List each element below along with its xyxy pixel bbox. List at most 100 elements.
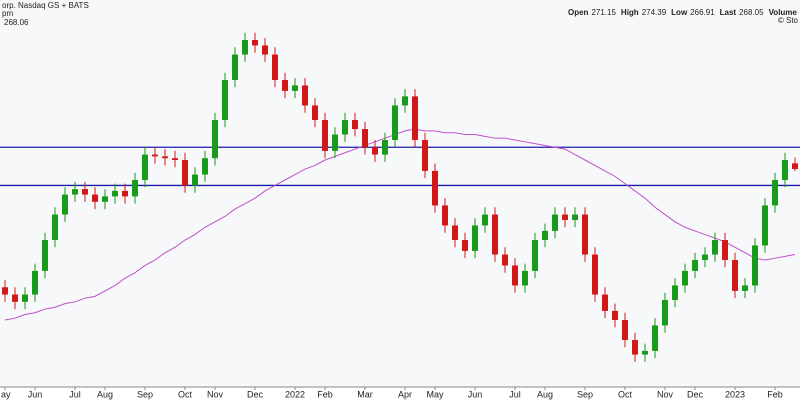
- candle-body: [332, 134, 338, 151]
- stat-label: Low: [671, 8, 688, 17]
- candle-body: [462, 240, 468, 251]
- x-tick-label: Oct: [178, 389, 193, 399]
- x-tick-label: Jul: [69, 389, 81, 399]
- candle-body: [442, 205, 448, 226]
- candle-body: [82, 189, 88, 195]
- credit: © Sto: [778, 16, 799, 25]
- candle-body: [242, 40, 248, 55]
- candle-body: [382, 140, 388, 155]
- candle-body: [372, 147, 378, 155]
- candle-body: [572, 214, 578, 220]
- candle-body: [102, 196, 108, 202]
- candle-body: [652, 325, 658, 351]
- moving-average: [4, 128, 796, 321]
- candle-body: [632, 340, 638, 355]
- candle-body: [352, 120, 358, 130]
- candle-body: [2, 287, 8, 295]
- x-tick-label: Apr: [398, 389, 412, 399]
- candle-body: [512, 265, 518, 286]
- candle-body: [72, 189, 78, 195]
- stat-label: High: [621, 8, 639, 17]
- candle-body: [772, 180, 778, 206]
- x-tick-label: Jun: [28, 389, 43, 399]
- x-tick-label: Nov: [207, 389, 224, 399]
- candle-body: [192, 174, 198, 186]
- candle-body: [122, 190, 128, 197]
- candle-body: [262, 45, 268, 55]
- candle-body: [362, 129, 368, 148]
- candle-body: [482, 214, 488, 226]
- candle-body: [412, 96, 418, 140]
- candle-body: [322, 120, 328, 151]
- candle-body: [212, 120, 218, 159]
- candle-body: [692, 260, 698, 271]
- candle-body: [762, 205, 768, 246]
- candle-body: [732, 260, 738, 291]
- candle-body: [542, 230, 548, 240]
- candle-body: [272, 54, 278, 80]
- candle-body: [32, 270, 38, 295]
- candle-body: [392, 105, 398, 140]
- candle-body: [142, 154, 148, 180]
- x-tick-label: Dec: [687, 389, 704, 399]
- candle-body: [742, 285, 748, 291]
- candle-body: [752, 245, 758, 286]
- candle-body: [452, 225, 458, 240]
- candle-body: [52, 214, 58, 240]
- candle-body: [602, 294, 608, 311]
- x-tick-label: Aug: [97, 389, 113, 399]
- x-tick-label: Sep: [137, 389, 153, 399]
- candle-body: [252, 40, 258, 46]
- candle-body: [522, 270, 528, 286]
- candle-body: [292, 85, 298, 91]
- candle-body: [642, 350, 648, 355]
- x-tick-label: Aug: [537, 389, 553, 399]
- stat-label: Open: [568, 8, 589, 17]
- candle-body: [662, 300, 668, 326]
- candle-body: [162, 156, 168, 159]
- candle-body: [342, 120, 348, 135]
- candle-body: [712, 240, 718, 255]
- candle-body: [422, 140, 428, 171]
- stat-value: 268.05: [739, 8, 764, 17]
- stat-label: Last: [720, 8, 737, 17]
- candle-body: [432, 170, 438, 206]
- candle-body: [172, 158, 178, 160]
- x-tick-label: Mar: [357, 389, 373, 399]
- stat-label: Volume: [769, 8, 798, 17]
- candle-body: [232, 54, 238, 80]
- stat-value: 271.15: [591, 8, 616, 17]
- x-tick-label: Dec: [247, 389, 264, 399]
- candle-body: [612, 310, 618, 320]
- candle-body: [282, 80, 288, 91]
- candle-body: [42, 240, 48, 271]
- candle-body: [222, 80, 228, 120]
- candle-body: [22, 294, 28, 302]
- candle-body: [62, 194, 68, 215]
- chart-title: orp. Nasdaq GS + BATS: [2, 1, 89, 10]
- candle-body: [672, 285, 678, 300]
- candle-body: [312, 105, 318, 120]
- candle-body: [592, 254, 598, 295]
- candle-body: [12, 294, 18, 302]
- x-tick-label: ay: [1, 389, 11, 399]
- x-tick-label: Feb: [767, 389, 783, 399]
- candle-body: [112, 190, 118, 197]
- candle-body: [562, 214, 568, 220]
- candle-body: [722, 240, 728, 260]
- stat-value: 266.91: [690, 8, 715, 17]
- candle-body: [582, 214, 588, 255]
- candle-body: [492, 214, 498, 255]
- candle-body: [502, 254, 508, 266]
- x-tick-label: Feb: [317, 389, 333, 399]
- x-tick-label: 2023: [725, 389, 745, 399]
- candle-body: [702, 254, 708, 260]
- last-price-label: 268.06: [4, 18, 29, 27]
- candle-body: [132, 180, 138, 197]
- x-tick-label: Sep: [577, 389, 593, 399]
- candle-body: [402, 96, 408, 106]
- candle-body: [552, 214, 558, 231]
- subtitle: pm: [2, 9, 13, 18]
